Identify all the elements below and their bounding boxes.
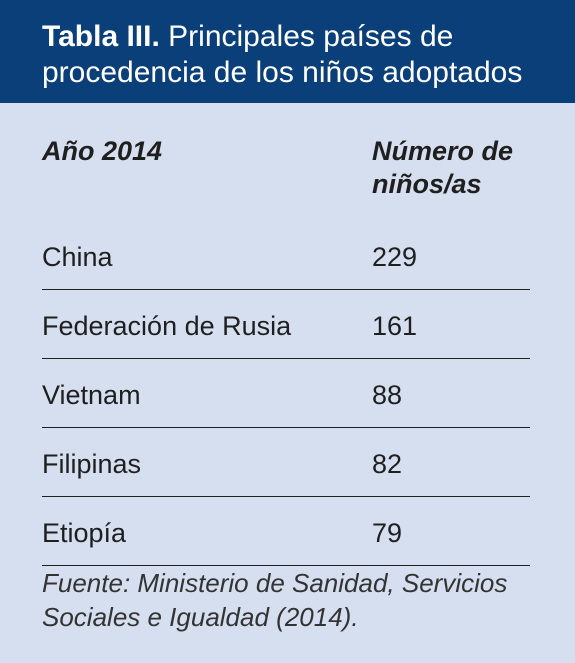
country-cell: Etiopía xyxy=(42,518,127,548)
country-cell: Vietnam xyxy=(42,380,141,410)
table-title-lead: Tabla III. xyxy=(42,20,160,53)
country-cell: Federación de Rusia xyxy=(42,311,292,341)
count-cell: 79 xyxy=(372,518,403,548)
table-row: Vietnam 88 xyxy=(42,359,530,428)
country-cell: Filipinas xyxy=(42,449,142,479)
source-note: Fuente: Ministerio de Sanidad, Servicios… xyxy=(42,568,508,632)
table-row: Filipinas 82 xyxy=(42,428,530,497)
country-cell: China xyxy=(42,242,113,272)
table-row: Federación de Rusia 161 xyxy=(42,290,530,359)
column-header-year: Año 2014 xyxy=(42,136,163,166)
count-cell: 161 xyxy=(372,311,418,341)
data-table: Año 2014 Número de niños/as China 229 Fe… xyxy=(42,135,530,566)
count-cell: 88 xyxy=(372,380,403,410)
table-row: China 229 xyxy=(42,221,530,290)
column-header-count: Número de niños/as xyxy=(372,136,514,199)
table-title: Tabla III. Principales países de procede… xyxy=(0,0,575,103)
table-row: Etiopía 79 xyxy=(42,497,530,566)
table-header-row: Año 2014 Número de niños/as xyxy=(42,135,530,221)
count-cell: 229 xyxy=(372,242,418,272)
table-title-text: Principales países de procedencia de los… xyxy=(42,20,523,89)
count-cell: 82 xyxy=(372,449,403,479)
